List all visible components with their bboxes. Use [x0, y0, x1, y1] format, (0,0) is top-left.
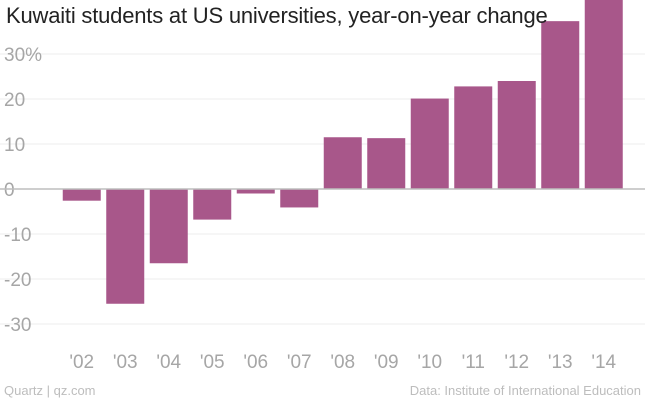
x-tick-label: '08: [330, 352, 355, 373]
y-tick-label: 20: [4, 90, 25, 111]
y-tick-label: -20: [4, 270, 31, 291]
x-tick-label: '06: [243, 352, 268, 373]
x-tick-label: '07: [287, 352, 312, 373]
bar: [280, 189, 319, 208]
bar: [367, 138, 406, 189]
bar: [323, 137, 362, 189]
bar: [62, 189, 101, 201]
y-tick-label: -30: [4, 315, 31, 336]
footer-source: Data: Institute of International Educati…: [409, 383, 641, 398]
bar: [497, 81, 536, 189]
bar: [236, 189, 275, 194]
x-tick-label: '03: [113, 352, 138, 373]
x-tick-label: '04: [156, 352, 181, 373]
x-tick-label: '10: [417, 352, 442, 373]
bar: [454, 86, 493, 189]
y-tick-label: 10: [4, 135, 25, 156]
x-tick-label: '13: [548, 352, 573, 373]
x-axis-ticks: '02 '03 '04 '05 '06 '07 '08 '09 '10 '11 '12 '13 '14: [69, 352, 616, 373]
bar: [193, 189, 232, 220]
x-tick-label: '09: [374, 352, 399, 373]
y-tick-label: 30%: [4, 45, 42, 66]
bar: [149, 189, 188, 264]
x-tick-label: '14: [591, 352, 616, 373]
bar: [410, 98, 449, 189]
x-tick-label: '11: [462, 352, 485, 373]
bar: [106, 189, 145, 304]
y-tick-label: -10: [4, 225, 31, 246]
bar: [584, 0, 623, 189]
x-tick-label: '12: [504, 352, 529, 373]
x-tick-label: '02: [69, 352, 94, 373]
chart-title: Kuwaiti students at US universities, yea…: [6, 3, 548, 28]
bar: [541, 21, 580, 190]
x-tick-label: '05: [200, 352, 225, 373]
y-axis-ticks: 30% 20 10 0 -10 -20 -30: [4, 45, 42, 336]
y-tick-label: 0: [4, 180, 15, 201]
bars: [62, 0, 623, 304]
footer-credit: Quartz | qz.com: [4, 383, 96, 398]
